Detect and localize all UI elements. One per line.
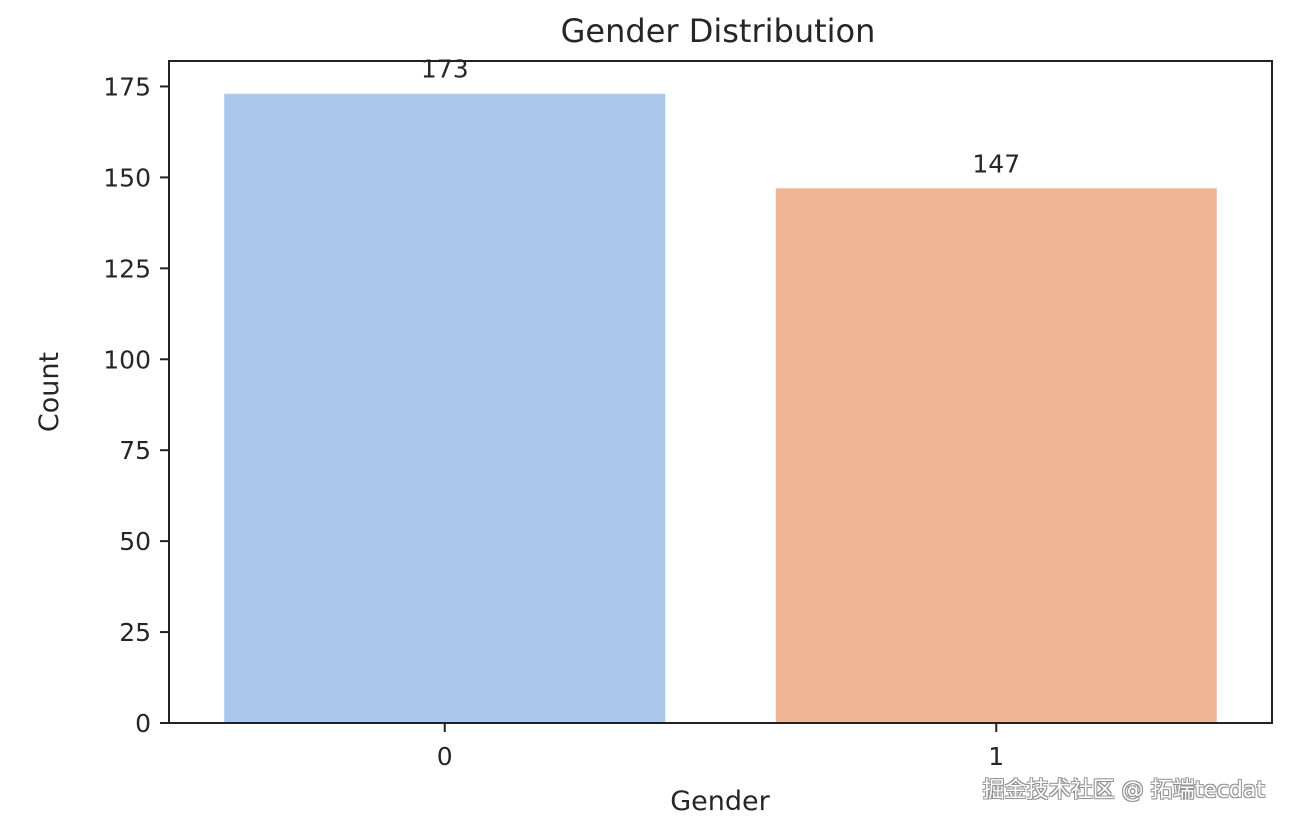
y-tick-label-50: 50 bbox=[119, 527, 151, 556]
y-tick-label-175: 175 bbox=[103, 72, 151, 101]
x-axis-label: Gender bbox=[670, 786, 770, 817]
y-tick-label-150: 150 bbox=[103, 163, 151, 192]
bar-value-label-1: 147 bbox=[972, 149, 1020, 178]
bar-1 bbox=[775, 188, 1217, 724]
y-tick-label-125: 125 bbox=[103, 254, 151, 283]
plot-frame bbox=[168, 60, 1273, 724]
y-axis-label: Count bbox=[34, 352, 65, 432]
y-tick-label-0: 0 bbox=[135, 709, 151, 738]
chart-title: Gender Distribution bbox=[561, 12, 876, 50]
bar-value-label-0: 173 bbox=[421, 55, 469, 84]
x-tick-label-1: 1 bbox=[988, 742, 1004, 771]
y-tick-label-25: 25 bbox=[119, 618, 151, 647]
x-tick-label-0: 0 bbox=[437, 742, 453, 771]
y-tick-label-75: 75 bbox=[119, 436, 151, 465]
y-tick-label-100: 100 bbox=[103, 345, 151, 374]
bar-0 bbox=[224, 93, 666, 723]
